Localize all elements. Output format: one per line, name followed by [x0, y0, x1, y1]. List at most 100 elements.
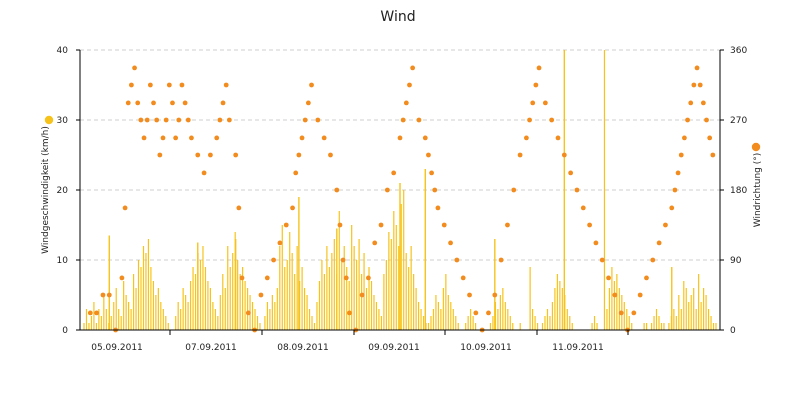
direction-point	[144, 117, 150, 123]
direction-point	[669, 205, 675, 211]
direction-point	[549, 117, 555, 123]
direction-point	[580, 205, 586, 211]
direction-point	[277, 240, 283, 246]
y-right-tick-label: 0	[730, 326, 736, 336]
direction-point	[147, 82, 153, 88]
y-right-tick-label: 90	[730, 256, 742, 266]
direction-point	[429, 170, 434, 176]
chart-title: Wind	[380, 9, 415, 25]
direction-point	[682, 135, 687, 141]
direction-point	[119, 275, 125, 281]
direction-point	[359, 292, 365, 298]
direction-point	[87, 310, 93, 316]
direction-point	[606, 275, 611, 281]
bars-layer	[83, 50, 717, 330]
direction-point	[637, 292, 643, 298]
direction-point	[435, 205, 441, 211]
y-right-tick-label: 270	[730, 116, 747, 126]
direction-point	[217, 117, 223, 123]
direction-point	[299, 135, 305, 141]
direction-point	[154, 117, 160, 123]
direction-point	[305, 100, 311, 106]
direction-point	[201, 170, 207, 176]
direction-point	[293, 170, 299, 176]
direction-point	[226, 117, 232, 123]
y-left-label: Windgeschwindigkeit (km/h)	[41, 126, 51, 254]
direction-point	[672, 187, 678, 193]
direction-point	[239, 275, 245, 281]
direction-point	[422, 135, 428, 141]
direction-point	[599, 257, 605, 263]
direction-point	[170, 100, 175, 106]
direction-point	[448, 240, 453, 246]
x-tick-label: 07.09.2011	[185, 343, 237, 353]
direction-point	[530, 100, 536, 106]
direction-point	[700, 100, 706, 106]
direction-point	[195, 152, 201, 158]
direction-point	[685, 117, 690, 123]
direction-point	[675, 170, 681, 176]
direction-point	[644, 275, 649, 281]
y-left-label-group: Windgeschwindigkeit (km/h)	[41, 115, 54, 254]
direction-point	[536, 65, 542, 71]
direction-point	[334, 187, 340, 193]
direction-point	[473, 310, 479, 316]
direction-point	[400, 117, 406, 123]
y-left-ticks: 0 10 20 30 40	[57, 46, 80, 336]
direction-point	[460, 275, 466, 281]
direction-point	[656, 240, 662, 246]
direction-point	[542, 100, 548, 106]
direction-point	[511, 187, 517, 193]
direction-point	[691, 82, 697, 88]
y-right-tick-label: 360	[730, 46, 747, 56]
direction-point	[290, 205, 295, 211]
direction-point	[106, 292, 112, 298]
direction-point	[618, 310, 624, 316]
direction-point	[397, 135, 403, 141]
direction-point	[391, 170, 397, 176]
y-right-tick-label: 180	[730, 186, 747, 196]
direction-point	[302, 117, 308, 123]
y-left-tick-label: 0	[62, 326, 68, 336]
direction-point	[337, 222, 343, 228]
legend-dot-direction	[751, 142, 761, 152]
x-tick-label: 08.09.2011	[277, 343, 329, 353]
direction-point	[441, 222, 447, 228]
direction-point	[498, 257, 504, 263]
direction-point	[135, 100, 141, 106]
direction-point	[163, 117, 169, 123]
direction-point	[189, 135, 194, 141]
points-layer	[87, 65, 716, 333]
direction-point	[366, 275, 371, 281]
direction-point	[166, 82, 172, 88]
x-tick-label: 11.09.2011	[552, 343, 604, 353]
direction-point	[517, 152, 523, 158]
direction-point	[157, 152, 163, 158]
direction-point	[650, 257, 656, 263]
direction-point	[122, 205, 128, 211]
direction-point	[264, 275, 270, 281]
y-left-tick-label: 40	[57, 46, 69, 56]
direction-point	[555, 135, 561, 141]
direction-point	[505, 222, 510, 228]
direction-point	[707, 135, 713, 141]
direction-point	[151, 100, 156, 106]
direction-point	[138, 117, 144, 123]
y-right-label: Windrichtung (°)	[753, 153, 763, 228]
direction-point	[179, 82, 185, 88]
direction-point	[220, 100, 226, 106]
direction-point	[697, 82, 703, 88]
direction-point	[710, 152, 716, 158]
legend-dot-speed	[44, 115, 54, 125]
direction-point	[403, 100, 409, 106]
direction-point	[486, 310, 491, 316]
direction-point	[283, 222, 289, 228]
direction-point	[125, 100, 131, 106]
direction-point	[315, 117, 321, 123]
x-ticks: 05.09.2011 07.09.2011 08.09.2011 09.09.2011…	[91, 330, 629, 353]
direction-point	[340, 257, 346, 263]
direction-point	[309, 82, 314, 88]
direction-point	[176, 117, 182, 123]
direction-point	[467, 292, 472, 298]
